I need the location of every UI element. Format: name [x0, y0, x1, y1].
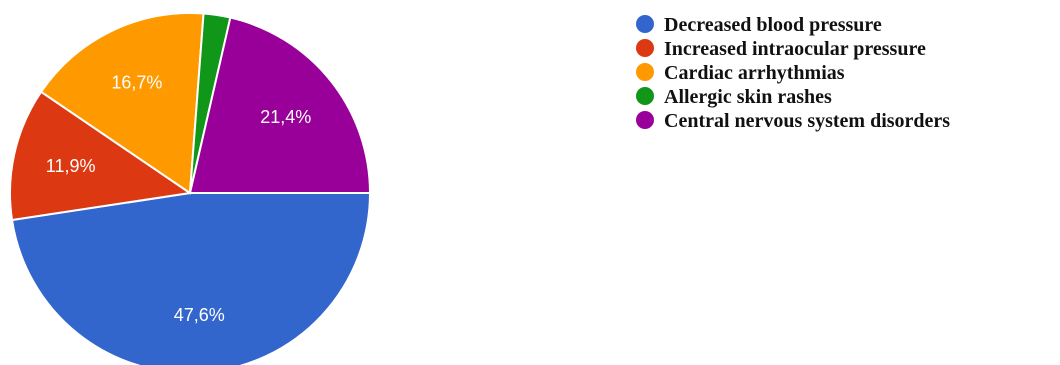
legend-item: Allergic skin rashes [636, 86, 832, 108]
slice-value-label: 21,4% [260, 107, 311, 127]
legend-label: Increased intraocular pressure [664, 38, 926, 60]
legend-label: Decreased blood pressure [664, 14, 882, 36]
legend-item: Central nervous system disorders [636, 110, 950, 132]
pie-slice-increased-intraocular-pressure [9, 90, 193, 222]
legend-label: Central nervous system disorders [664, 110, 950, 132]
slice-value-label: 16,7% [111, 73, 162, 93]
slice-value-label: 47,6% [174, 305, 225, 325]
legend-swatch [636, 39, 654, 57]
legend-swatch [636, 63, 654, 81]
legend-swatch [636, 15, 654, 33]
legend-item: Increased intraocular pressure [636, 38, 926, 60]
slice-value-label: 11,9% [46, 156, 96, 176]
pie-slice-decreased-blood-pressure [10, 192, 372, 365]
legend-label: Allergic skin rashes [664, 86, 832, 108]
legend-label: Cardiac arrhythmias [664, 62, 845, 84]
legend-swatch [636, 87, 654, 105]
legend-swatch [636, 111, 654, 129]
pie-slice-labels: 47,6% 11,9% 16,7% 21,4% [46, 73, 312, 325]
pie-slice-cardiac-arrhythmias [39, 12, 205, 195]
legend-item: Cardiac arrhythmias [636, 62, 845, 84]
pie-slices [9, 12, 372, 365]
pie-slice-central-nervous-system-disorders [188, 16, 372, 194]
legend-item: Decreased blood pressure [636, 14, 882, 36]
